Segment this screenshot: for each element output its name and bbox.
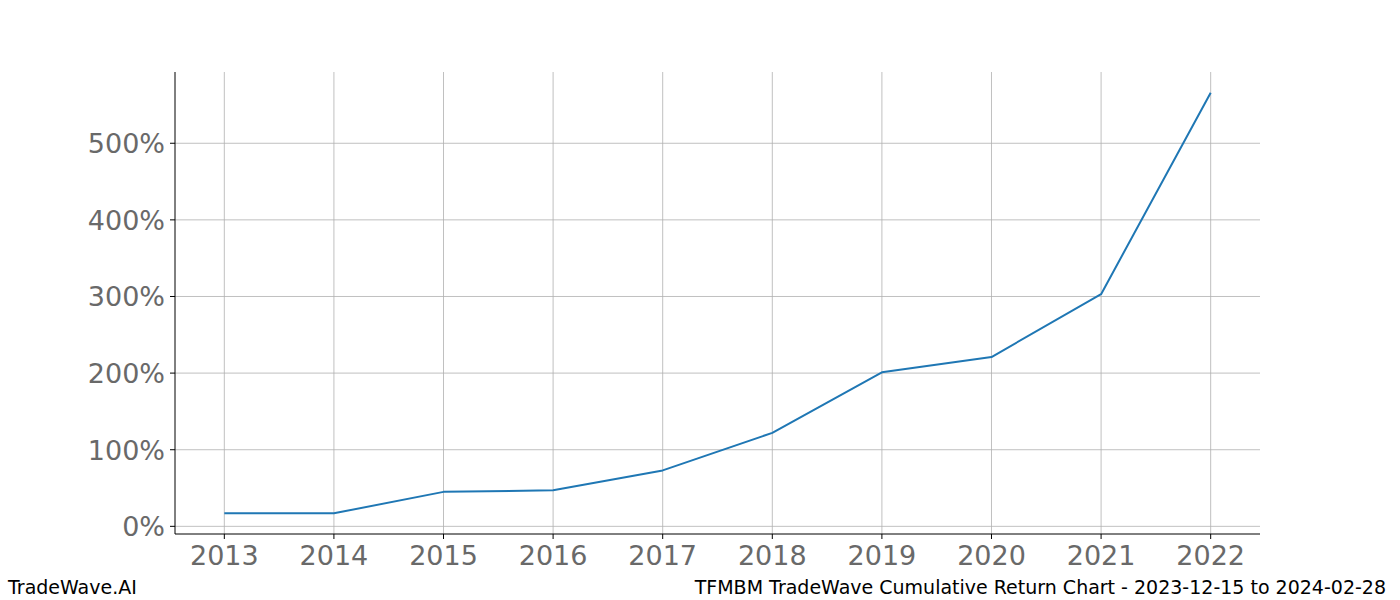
- x-tick-label: 2019: [848, 540, 917, 571]
- y-tick-label: 400%: [88, 205, 165, 236]
- tick-mark: [1101, 534, 1102, 539]
- y-tick-label: 100%: [88, 435, 165, 466]
- tick-mark: [170, 373, 175, 374]
- tick-mark: [333, 534, 334, 539]
- tick-mark: [991, 534, 992, 539]
- x-tick-label: 2014: [300, 540, 369, 571]
- y-tick-label: 300%: [88, 281, 165, 312]
- tick-mark: [772, 534, 773, 539]
- tick-mark: [662, 534, 663, 539]
- grid-line: [443, 72, 444, 534]
- x-tick-label: 2017: [628, 540, 697, 571]
- grid-line: [991, 72, 992, 534]
- grid-line: [175, 526, 1260, 527]
- line-series: [224, 93, 1210, 514]
- axes: 2013 2014 2015 2016 2017 2018 2019 2020 2021 2022…: [88, 72, 1260, 571]
- x-tick-label: 2015: [409, 540, 478, 571]
- y-tick-label: 0%: [122, 511, 165, 542]
- grid-line: [662, 72, 663, 534]
- tick-mark: [170, 526, 175, 527]
- grid-line: [881, 72, 882, 534]
- grid-line: [333, 72, 334, 534]
- grid-line: [553, 72, 554, 534]
- watermark: TradeWave.AI: [7, 576, 137, 598]
- grid-line: [1101, 72, 1102, 534]
- x-tick-label: 2018: [738, 540, 807, 571]
- plot-area: [224, 93, 1210, 514]
- grid-line: [224, 72, 225, 534]
- grid-line: [175, 219, 1260, 220]
- title: TFMBM TradeWave Cumulative Return Chart …: [694, 576, 1386, 598]
- x-axis-line: [175, 534, 1260, 535]
- tick-mark: [170, 143, 175, 144]
- grid: [175, 72, 1260, 534]
- y-tick-label: 500%: [88, 128, 165, 159]
- grid-line: [175, 373, 1260, 374]
- y-tick-label: 200%: [88, 358, 165, 389]
- grid-line: [175, 449, 1260, 450]
- x-tick-label: 2016: [519, 540, 588, 571]
- x-tick-label: 2022: [1176, 540, 1245, 571]
- tick-mark: [170, 296, 175, 297]
- tick-mark: [170, 219, 175, 220]
- x-tick-label: 2013: [190, 540, 259, 571]
- y-axis-line: [175, 72, 176, 534]
- x-tick-label: 2021: [1067, 540, 1136, 571]
- grid-line: [772, 72, 773, 534]
- grid-line: [175, 143, 1260, 144]
- grid-line: [1210, 72, 1211, 534]
- tick-mark: [224, 534, 225, 539]
- tick-mark: [553, 534, 554, 539]
- tick-mark: [170, 449, 175, 450]
- tick-mark: [1210, 534, 1211, 539]
- chart: 2013 2014 2015 2016 2017 2018 2019 2020 2021 2022…: [0, 0, 1400, 600]
- x-tick-label: 2020: [957, 540, 1026, 571]
- tick-mark: [881, 534, 882, 539]
- tick-mark: [443, 534, 444, 539]
